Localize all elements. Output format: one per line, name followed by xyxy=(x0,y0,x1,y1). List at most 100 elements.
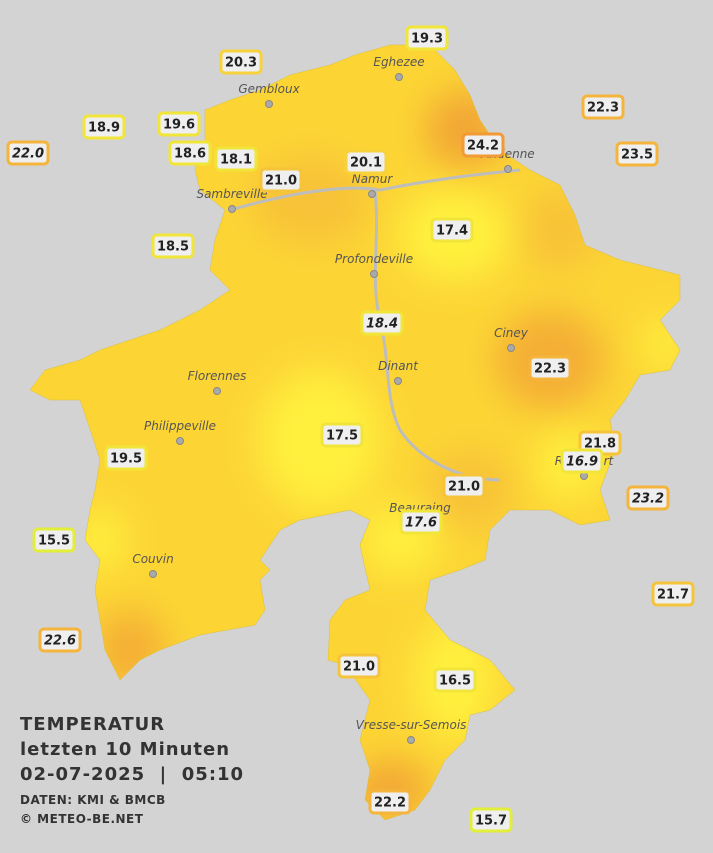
station-value: 20.1 xyxy=(350,156,382,171)
station: 22.6 xyxy=(38,627,82,653)
station-box xyxy=(615,141,659,167)
station: 22.3 xyxy=(581,94,625,120)
station-box xyxy=(528,355,572,381)
station-value: 24.2 xyxy=(467,139,499,154)
city-dot xyxy=(228,205,236,213)
station: 19.3 xyxy=(405,25,449,51)
station-box xyxy=(442,473,486,499)
station: 15.7 xyxy=(469,807,513,833)
city-dot xyxy=(368,190,376,198)
station-box xyxy=(38,627,82,653)
city-dot xyxy=(407,736,415,744)
station: 22.0 xyxy=(6,140,50,166)
station-value: 21.7 xyxy=(657,588,689,603)
station-box xyxy=(104,445,148,471)
station-box xyxy=(430,217,474,243)
city-label: Profondeville xyxy=(335,252,413,266)
station: 18.4 xyxy=(360,310,404,336)
station: 18.9 xyxy=(82,114,126,140)
datetime: 02-07-2025 | 05:10 xyxy=(20,764,244,785)
station-box xyxy=(151,233,195,259)
station-value: 22.3 xyxy=(587,101,619,116)
city-label: Florennes xyxy=(188,369,247,383)
station-box xyxy=(469,807,513,833)
station-value: 22.3 xyxy=(534,362,566,377)
station-value: 18.6 xyxy=(174,147,206,162)
city-dot xyxy=(370,270,378,278)
station-value: 22.2 xyxy=(374,796,406,811)
station-value: 17.4 xyxy=(436,224,468,239)
station-box xyxy=(461,132,505,158)
station-value: 19.6 xyxy=(163,118,195,133)
city-label: Vresse-sur-Semois xyxy=(356,718,467,732)
river xyxy=(229,168,521,482)
station: 18.5 xyxy=(151,233,195,259)
station: 18.1 xyxy=(214,146,258,172)
city-label: Philippeville xyxy=(144,419,216,433)
city-label: Ciney xyxy=(494,326,529,340)
station-value: 16.5 xyxy=(439,674,471,689)
city-dot xyxy=(507,344,515,352)
city-dot xyxy=(394,377,402,385)
copyright: © METEO-BE.NET xyxy=(20,812,144,826)
period: letzten 10 Minuten xyxy=(20,739,230,760)
city-label: Gembloux xyxy=(238,82,300,96)
station: 20.3 xyxy=(219,49,263,75)
station-value: 20.3 xyxy=(225,56,257,71)
city-dot xyxy=(504,165,512,173)
station-box xyxy=(399,509,443,535)
city-dot xyxy=(265,100,273,108)
station: 23.5 xyxy=(615,141,659,167)
station-value: 21.0 xyxy=(265,174,297,189)
station-box xyxy=(168,140,212,166)
station-box xyxy=(344,149,388,175)
station-value: 15.7 xyxy=(475,814,507,829)
station-box xyxy=(581,94,625,120)
station-box xyxy=(157,111,201,137)
station: 16.5 xyxy=(433,667,477,693)
station-box xyxy=(32,527,76,553)
station-value: 21.8 xyxy=(584,437,616,452)
station: 21.0 xyxy=(337,653,381,679)
station: 17.6 xyxy=(399,509,443,535)
station-box xyxy=(259,167,303,193)
city-dot xyxy=(213,387,221,395)
city-dot xyxy=(395,73,403,81)
station-value: 19.5 xyxy=(110,452,142,467)
station: 21.0 xyxy=(259,167,303,193)
city-label: Couvin xyxy=(132,552,173,566)
station-value: 18.1 xyxy=(220,153,252,168)
station-box xyxy=(360,310,404,336)
station-value: 17.5 xyxy=(326,429,358,444)
city-dot xyxy=(580,472,588,480)
station-box xyxy=(6,140,50,166)
stations: 19.3 20.3 22.3 18.9 19.6 22.0 24.2 23.5 18.6 18.1… xyxy=(6,25,695,833)
station-value: 18.9 xyxy=(88,121,120,136)
station-box xyxy=(626,485,670,511)
city-label: Namur xyxy=(352,172,394,186)
station-box xyxy=(651,581,695,607)
station-value: 18.5 xyxy=(157,240,189,255)
station: 19.5 xyxy=(104,445,148,471)
station-box xyxy=(368,789,412,815)
station-value: 17.6 xyxy=(405,516,437,531)
city-label: Dinant xyxy=(378,359,419,373)
station: 20.1 xyxy=(344,149,388,175)
station: 24.2 xyxy=(461,132,505,158)
station: 18.6 xyxy=(168,140,212,166)
station-value: 16.9 xyxy=(566,455,598,470)
station-value: 19.3 xyxy=(411,32,443,47)
city-label: Eghezee xyxy=(373,55,424,69)
station-value: 22.6 xyxy=(44,634,76,649)
station-box xyxy=(433,667,477,693)
station-value: 23.2 xyxy=(632,492,664,507)
station: 19.6 xyxy=(157,111,201,137)
station: 22.2 xyxy=(368,789,412,815)
city-label: Sambreville xyxy=(196,187,267,201)
station: 15.5 xyxy=(32,527,76,553)
station-value: 21.0 xyxy=(343,660,375,675)
station-value: 23.5 xyxy=(621,148,653,163)
station-box xyxy=(560,448,604,474)
